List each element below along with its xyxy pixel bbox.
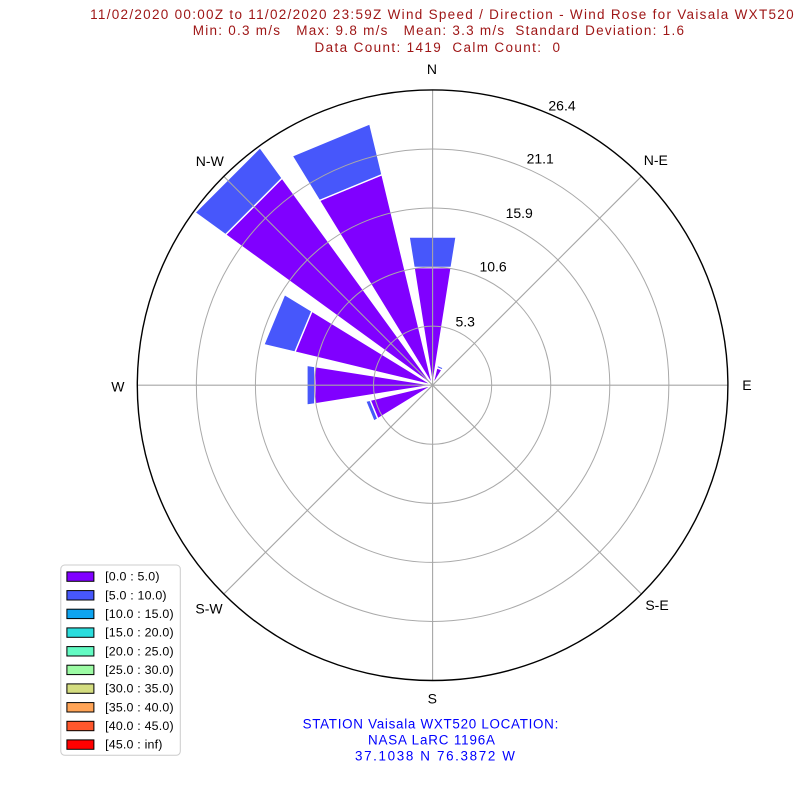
- svg-text:N-E: N-E: [644, 152, 668, 168]
- svg-text:[25.0 : 30.0): [25.0 : 30.0): [105, 663, 174, 677]
- svg-text:Data Count: 1419 Calm Count:: Data Count: 1419 Calm Count: 0: [315, 40, 562, 55]
- svg-text:N-W: N-W: [196, 153, 225, 169]
- svg-text:5.3: 5.3: [455, 314, 475, 330]
- svg-text:[15.0 : 20.0): [15.0 : 20.0): [105, 626, 174, 640]
- svg-text:[45.0 : inf): [45.0 : inf): [105, 738, 163, 752]
- svg-text:NASA LaRC 1196A: NASA LaRC 1196A: [368, 733, 496, 748]
- svg-text:[40.0 : 45.0): [40.0 : 45.0): [105, 719, 174, 733]
- svg-text:[20.0 : 25.0): [20.0 : 25.0): [105, 644, 174, 658]
- svg-text:15.9: 15.9: [506, 205, 533, 221]
- svg-text:STATION Vaisala WXT520 LOCATIO: STATION Vaisala WXT520 LOCATION:: [303, 717, 559, 732]
- svg-text:10.6: 10.6: [479, 258, 506, 274]
- svg-text:[0.0 : 5.0): [0.0 : 5.0): [105, 570, 160, 584]
- svg-text:11/02/2020 00:00Z to 11/02/202: 11/02/2020 00:00Z to 11/02/2020 23:59Z W…: [90, 7, 795, 22]
- svg-text:21.1: 21.1: [527, 150, 554, 166]
- svg-text:[35.0 : 40.0): [35.0 : 40.0): [105, 700, 174, 714]
- svg-text:S-W: S-W: [195, 601, 223, 617]
- svg-text:[5.0 : 10.0): [5.0 : 10.0): [105, 588, 167, 602]
- svg-text:S: S: [428, 691, 437, 707]
- svg-text:37.1038 N 76.3872 W: 37.1038 N 76.3872 W: [355, 748, 517, 763]
- svg-text:[10.0 : 15.0): [10.0 : 15.0): [105, 607, 174, 621]
- svg-text:S-E: S-E: [645, 597, 668, 613]
- svg-text:Min: 0.3 m/s Max: 9.8 m/s: Min: 0.3 m/s Max: 9.8 m/s Mean: 3.3 m/s …: [193, 23, 685, 38]
- svg-text:[30.0 : 35.0): [30.0 : 35.0): [105, 682, 174, 696]
- svg-text:26.4: 26.4: [548, 98, 575, 114]
- svg-text:E: E: [742, 377, 751, 393]
- svg-text:N: N: [427, 61, 437, 77]
- svg-text:W: W: [111, 378, 125, 394]
